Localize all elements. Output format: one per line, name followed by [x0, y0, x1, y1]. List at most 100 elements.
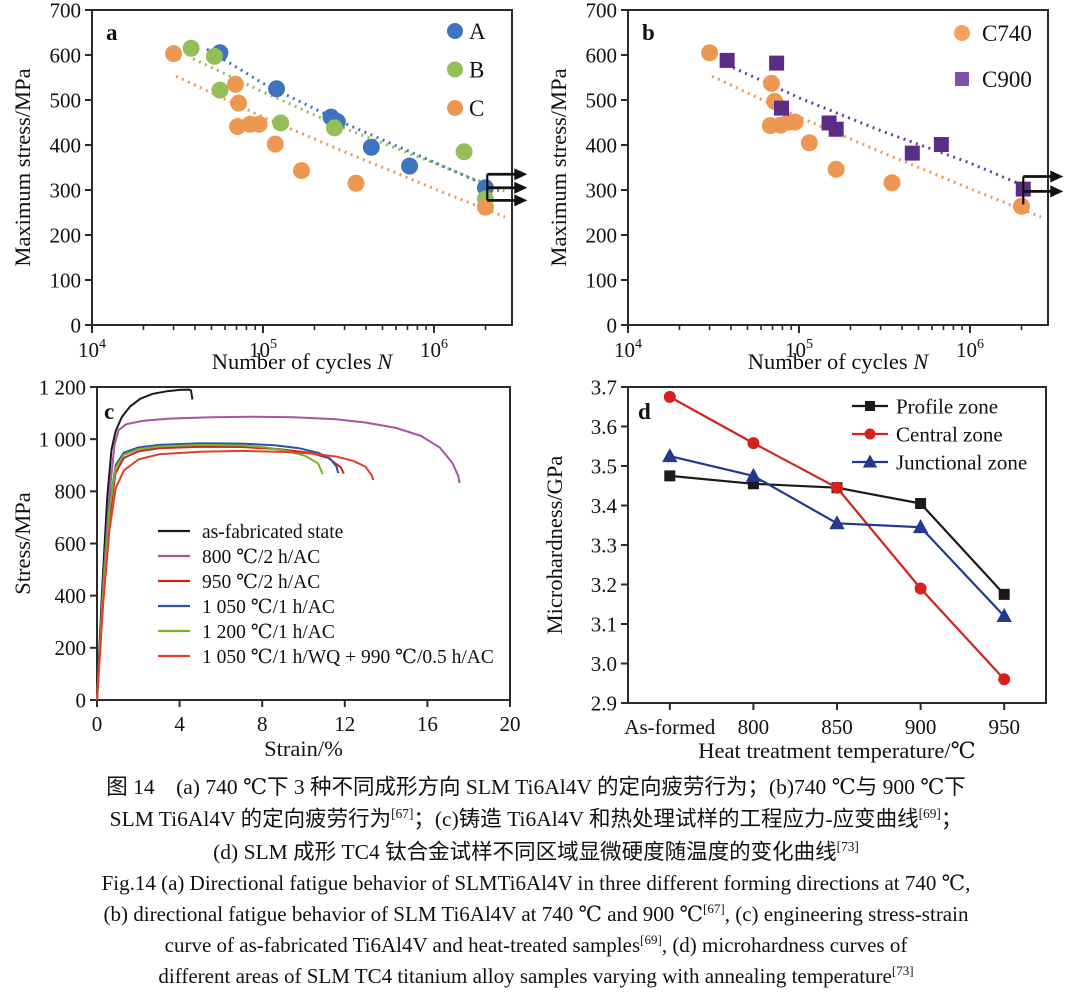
- svg-text:106: 106: [956, 337, 984, 362]
- trendline: [726, 63, 1033, 191]
- svg-text:2.9: 2.9: [591, 691, 617, 715]
- caption-line: SLM Ti6Al4V 的定向疲劳行为[67]；(c)铸造 Ti6Al4V 和热…: [109, 806, 963, 832]
- svg-text:104: 104: [78, 337, 106, 362]
- svg-text:Number of cycles N: Number of cycles N: [748, 349, 931, 374]
- series-c900: [719, 52, 1031, 197]
- axes-frame: [91, 9, 513, 326]
- svg-text:100: 100: [50, 268, 82, 292]
- svg-text:400: 400: [50, 133, 82, 157]
- svg-text:600: 600: [586, 43, 618, 67]
- svg-text:12: 12: [334, 712, 355, 736]
- svg-text:3.4: 3.4: [591, 494, 618, 518]
- series-as-fabricated-state: [96, 388, 194, 701]
- runout-arrow: [1050, 170, 1064, 183]
- svg-text:800: 800: [738, 715, 770, 739]
- plot-b: 0 100 200 300 400 500 600 700 104 105 106 Number of…: [546, 0, 1064, 374]
- svg-text:Number of cycles N: Number of cycles N: [212, 349, 395, 374]
- svg-text:8: 8: [257, 712, 268, 736]
- svg-text:Heat treatment temperature/℃: Heat treatment temperature/℃: [698, 738, 976, 763]
- series-b: [182, 39, 494, 208]
- svg-text:b: b: [642, 20, 655, 45]
- svg-text:C900: C900: [982, 67, 1032, 92]
- svg-text:Maximum stress/MPa: Maximum stress/MPa: [10, 68, 35, 266]
- caption-line: curve of as-fabricated Ti6Al4V and heat-…: [164, 931, 908, 957]
- caption-chinese: 图 14 (a) 740 ℃下 3 种不同成形方向 SLM Ti6Al4V 的定…: [5, 771, 1067, 868]
- legend: C740 C900: [954, 21, 1032, 92]
- svg-text:Junctional zone: Junctional zone: [896, 450, 1027, 474]
- svg-text:200: 200: [50, 223, 82, 247]
- svg-text:C740: C740: [982, 21, 1032, 46]
- svg-text:104: 104: [614, 337, 642, 362]
- svg-text:A: A: [469, 19, 486, 44]
- svg-text:Central zone: Central zone: [896, 422, 1003, 446]
- svg-text:1 000: 1 000: [39, 428, 86, 452]
- svg-text:600: 600: [50, 43, 82, 67]
- svg-text:1 200: 1 200: [39, 375, 86, 399]
- svg-text:3.6: 3.6: [591, 415, 617, 439]
- svg-text:800: 800: [55, 480, 87, 504]
- svg-text:0: 0: [76, 688, 87, 712]
- series-800-℃/2-h/ac: [96, 415, 461, 701]
- svg-text:4: 4: [174, 712, 185, 736]
- svg-text:0: 0: [71, 313, 82, 337]
- svg-text:a: a: [106, 20, 118, 45]
- svg-text:0: 0: [92, 712, 103, 736]
- axes-frame: [627, 9, 1049, 326]
- plot-a: 0 100 200 300 400 500 600 700 104 105 106 Number of…: [10, 0, 528, 374]
- svg-text:200: 200: [586, 223, 618, 247]
- trendline: [711, 74, 1042, 219]
- series-central-zone: [663, 390, 1011, 686]
- svg-text:1 050 ℃/1 h/WQ + 990 ℃/0.5 h/A: 1 050 ℃/1 h/WQ + 990 ℃/0.5 h/AC: [202, 647, 494, 668]
- svg-text:20: 20: [500, 712, 521, 736]
- svg-text:Stress/MPa: Stress/MPa: [10, 492, 35, 595]
- svg-text:Microhardness/GPa: Microhardness/GPa: [542, 456, 567, 635]
- svg-text:700: 700: [50, 0, 82, 22]
- svg-text:700: 700: [586, 0, 618, 22]
- svg-text:C: C: [469, 96, 484, 121]
- caption-line: (b) directional fatigue behavior of SLM …: [103, 900, 969, 926]
- runout-arrow: [514, 194, 528, 207]
- plot-d: 2.9 3.0 3.1 3.2 3.3 3.4 3.5 3.6 3.7 As-formed 800 8…: [542, 375, 1047, 763]
- series-c740: [701, 44, 1030, 215]
- svg-text:3.3: 3.3: [591, 533, 617, 557]
- trendline: [192, 57, 506, 193]
- svg-text:3.1: 3.1: [591, 612, 617, 636]
- series-1-200-℃/1-h/ac: [96, 443, 324, 701]
- svg-text:106: 106: [420, 337, 448, 362]
- svg-text:16: 16: [417, 712, 438, 736]
- charts-grid: 0 100 200 300 400 500 600 700 104 105 106 Number of…: [10, 0, 1064, 763]
- svg-text:800 ℃/2 h/AC: 800 ℃/2 h/AC: [202, 547, 320, 568]
- legend: as-fabricated state 800 ℃/2 h/AC 950 ℃/2 h…: [158, 522, 494, 668]
- series-c: [165, 45, 494, 216]
- svg-text:1 200 ℃/1 h/AC: 1 200 ℃/1 h/AC: [202, 622, 335, 643]
- legend: ABC: [447, 19, 486, 121]
- subplot-a-fatigue-scatter: 0 100 200 300 400 500 600 700 104 105 106 Number of…: [10, 0, 528, 374]
- svg-text:900: 900: [905, 715, 937, 739]
- svg-text:500: 500: [586, 88, 618, 112]
- svg-text:950 ℃/2 h/AC: 950 ℃/2 h/AC: [202, 572, 320, 593]
- subplot-c-stress-strain: 0 200 400 600 800 1 000 1 200 0 4 8 12 16 20 Strain/%…: [10, 375, 521, 761]
- svg-text:3.0: 3.0: [591, 652, 617, 676]
- svg-text:3.5: 3.5: [591, 454, 617, 478]
- caption-line: Fig.14 (a) Directional fatigue behavior …: [101, 870, 971, 895]
- svg-text:B: B: [469, 58, 484, 83]
- svg-text:850: 850: [821, 715, 853, 739]
- svg-text:Maximum stress/MPa: Maximum stress/MPa: [546, 68, 571, 266]
- svg-text:400: 400: [55, 584, 87, 608]
- svg-text:Strain/%: Strain/%: [264, 736, 343, 761]
- svg-text:400: 400: [586, 133, 618, 157]
- svg-text:Profile zone: Profile zone: [896, 394, 998, 418]
- caption-english: Fig.14 (a) Directional fatigue behavior …: [5, 868, 1067, 992]
- svg-text:950: 950: [988, 715, 1020, 739]
- svg-text:200: 200: [55, 636, 87, 660]
- svg-text:1 050 ℃/1 h/AC: 1 050 ℃/1 h/AC: [202, 597, 335, 618]
- svg-text:300: 300: [50, 178, 82, 202]
- svg-text:As-formed: As-formed: [624, 715, 715, 739]
- svg-text:0: 0: [607, 313, 618, 337]
- trendline: [206, 47, 500, 193]
- svg-text:d: d: [638, 399, 651, 424]
- subplot-b-fatigue-scatter: 0 100 200 300 400 500 600 700 104 105 106 Number of…: [546, 0, 1064, 374]
- svg-text:600: 600: [55, 532, 87, 556]
- legend: Profile zone Central zone Junctional zone: [852, 394, 1027, 474]
- svg-text:as-fabricated state: as-fabricated state: [202, 522, 343, 543]
